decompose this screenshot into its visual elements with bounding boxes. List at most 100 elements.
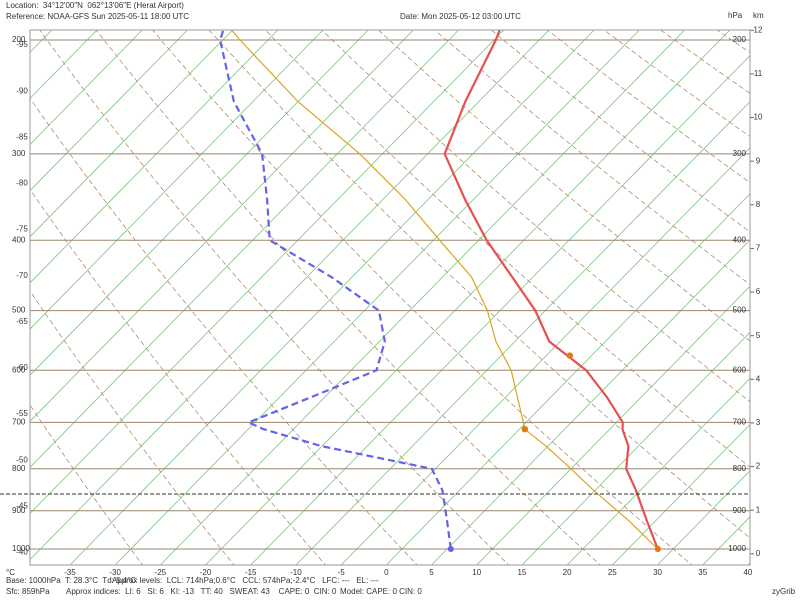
isotherm [30, 30, 414, 422]
pressure-label-right: 600 [733, 365, 747, 374]
pressure-label-left: 300 [12, 149, 26, 158]
pressure-label-left: 200 [12, 35, 26, 44]
isotherm [386, 193, 750, 565]
reference: Reference: NOAA-GFS Sun 2025-05-11 18:00… [6, 12, 189, 21]
isotherm-label: -80 [16, 179, 28, 188]
isotherm-label: -60 [16, 363, 28, 372]
isotherm [205, 30, 731, 565]
surface-point [654, 546, 661, 552]
isotherm [657, 470, 750, 565]
level-marker [521, 425, 529, 433]
footer-base: Base: 1000hPa T: 28.3°C Td: 5.4°C [6, 576, 136, 585]
isotherm-label: -65 [16, 317, 28, 326]
isotherm [340, 147, 750, 565]
level-marker [566, 352, 574, 359]
x-tick-label: -35 [64, 568, 76, 577]
isotherm [30, 30, 369, 376]
isotherm [612, 423, 750, 565]
footer-indices: Approx indices: LI: 6 SI: 6 KI: -13 TT: … [66, 587, 337, 596]
temperature-unit: °C [6, 568, 15, 577]
height-label: 7 [756, 244, 761, 253]
isotherm [476, 285, 750, 565]
pressure-label-right: 500 [733, 306, 747, 315]
credit: zyGrib [772, 587, 796, 596]
height-label: 1 [756, 505, 761, 514]
isotherm [30, 30, 550, 561]
x-tick-label: -30 [109, 568, 121, 577]
isotherm [30, 30, 324, 330]
pressure-unit: hPa [728, 11, 743, 20]
profile-line [218, 30, 452, 550]
isotherm-label: -90 [16, 86, 28, 95]
pressure-label-left: 500 [12, 306, 26, 315]
x-tick-label: -25 [155, 568, 167, 577]
isotherm [30, 30, 459, 468]
footer-sfc: Sfc: 859hPa [6, 587, 50, 596]
isotherm [250, 54, 750, 565]
x-tick-label: -10 [290, 568, 302, 577]
pressure-label-left: 1000 [12, 544, 30, 553]
height-label: 4 [756, 374, 761, 383]
x-tick-label: -5 [338, 568, 346, 577]
pressure-label-left: 700 [12, 417, 26, 426]
isotherm [521, 331, 750, 565]
height-label: 6 [756, 287, 761, 296]
footer-model: Model: CAPE: 0 CIN: 0 [340, 587, 422, 596]
pressure-label-right: 300 [733, 149, 747, 158]
height-label: 12 [754, 25, 763, 34]
height-label: 11 [754, 69, 763, 78]
height-label: 0 [756, 549, 761, 558]
isotherm-label: -85 [16, 132, 28, 141]
pressure-label-right: 800 [733, 464, 747, 473]
x-tick-label: 40 [743, 568, 752, 577]
isotherm [30, 30, 233, 238]
pressure-label-left: 900 [12, 506, 26, 515]
grid [30, 30, 750, 565]
isotherm-label: -55 [16, 409, 28, 418]
x-tick-label: 25 [608, 568, 617, 577]
height-label: 3 [756, 418, 761, 427]
height-unit: km [753, 11, 764, 20]
height-label: 5 [756, 331, 761, 340]
pressure-label-left: 800 [12, 464, 26, 473]
x-tick-label: 30 [653, 568, 662, 577]
date: Date: Mon 2025-05-12 03:00 UTC [400, 12, 521, 21]
x-tick-label: 20 [563, 568, 572, 577]
pressure-label-right: 200 [733, 35, 747, 44]
isotherm-label: -50 [16, 455, 28, 464]
isotherm [160, 30, 685, 565]
x-tick-label: -15 [245, 568, 257, 577]
x-tick-label: -20 [200, 568, 212, 577]
isotherm [431, 239, 750, 565]
pressure-label-right: 900 [733, 506, 747, 515]
profiles [218, 30, 661, 552]
x-tick-label: 0 [384, 568, 389, 577]
profile-line [230, 30, 659, 550]
isotherm-label: -70 [16, 271, 28, 280]
location: Location: 34°12'00"N 062°13'06"E (Herat … [6, 1, 184, 10]
isotherm [30, 30, 279, 284]
footer-levels: Approx levels: LCL: 714hPa;0.6°C CCL: 57… [112, 576, 379, 585]
height-label: 9 [756, 156, 761, 165]
x-tick-label: 5 [429, 568, 434, 577]
labels: -35 -30 -25 -20 -15 -10 -5 0 5 10 15 20 25 30 35 40-95-… [12, 25, 763, 577]
isotherm-label: -75 [16, 225, 28, 234]
x-tick-label: 35 [698, 568, 707, 577]
isotherm-label: -40 [16, 548, 28, 557]
plot-frame [29, 29, 751, 566]
isotherm-label: -95 [16, 40, 28, 49]
isotherm [30, 30, 188, 192]
isotherm [295, 101, 750, 565]
isotherm [114, 30, 640, 565]
pressure-label-right: 700 [733, 417, 747, 426]
pressure-label-left: 600 [12, 365, 26, 374]
isotherm [30, 30, 143, 146]
height-label: 8 [756, 200, 761, 209]
x-tick-label: 10 [472, 568, 481, 577]
pressure-label-right: 400 [733, 235, 747, 244]
x-tick-label: 15 [517, 568, 526, 577]
height-label: 10 [754, 113, 763, 122]
surface-point [447, 546, 454, 552]
